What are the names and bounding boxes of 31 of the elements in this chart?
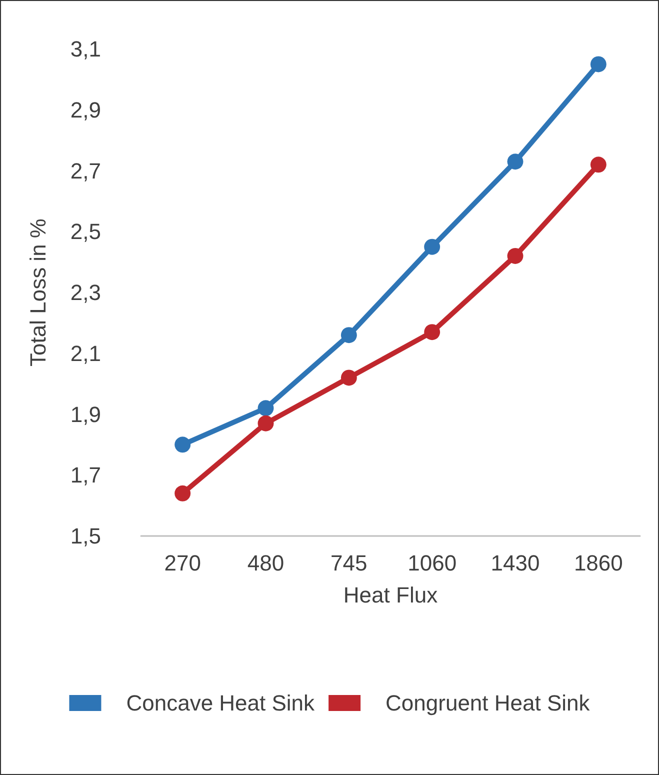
x-tick-label: 1430 bbox=[490, 550, 540, 576]
x-tick-label: 1060 bbox=[408, 550, 457, 576]
x-tick-label: 480 bbox=[247, 550, 284, 576]
point bbox=[174, 436, 191, 453]
y-tick-label: 1,5 bbox=[70, 524, 101, 548]
point bbox=[424, 238, 440, 255]
point bbox=[258, 400, 274, 416]
point bbox=[340, 327, 357, 344]
point bbox=[590, 156, 606, 173]
y-tick-label: 3,1 bbox=[70, 36, 101, 62]
point bbox=[424, 324, 440, 340]
y-tick-label: 2,3 bbox=[70, 280, 101, 305]
y-tick-label: 2,5 bbox=[70, 219, 101, 244]
point bbox=[590, 56, 606, 72]
x-tick-label: 270 bbox=[164, 550, 201, 576]
y-tick-label: 2,7 bbox=[70, 158, 101, 184]
point bbox=[507, 154, 524, 170]
y-tick-label: 2,1 bbox=[70, 340, 101, 366]
x-tick-label: 745 bbox=[330, 550, 368, 576]
y-tick-label: 2,9 bbox=[70, 97, 101, 122]
y-tick-label: 1,9 bbox=[70, 402, 101, 427]
point bbox=[174, 485, 191, 502]
x-tick-label: 1860 bbox=[574, 550, 623, 576]
point bbox=[340, 370, 357, 386]
point bbox=[258, 415, 274, 432]
point bbox=[507, 248, 524, 264]
x-axis-title: Heat Flux bbox=[343, 582, 438, 608]
y-axis-title: Total Loss in % bbox=[26, 218, 50, 366]
y-tick-label: 1,7 bbox=[70, 462, 101, 488]
legend-label: Congruent Heat Sink bbox=[386, 690, 591, 716]
legend-label: Concave Heat Sink bbox=[126, 690, 316, 716]
